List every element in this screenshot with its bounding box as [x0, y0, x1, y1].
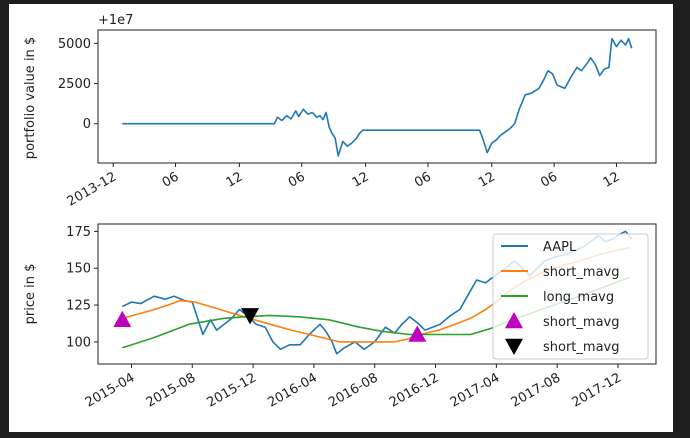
xtick-label: 12 [601, 169, 623, 190]
legend-swatch-marker [505, 312, 523, 329]
ytick-label: 150 [66, 262, 91, 277]
legend-swatch-marker [505, 338, 523, 355]
xtick-label: 06 [412, 169, 434, 190]
sell-marker [241, 308, 260, 325]
figure-background [9, 4, 673, 432]
legend-label: short_mavg [543, 315, 619, 330]
legend-frame [492, 233, 649, 360]
xtick-label: 12 [476, 169, 498, 190]
legend-label: long_mavg [543, 290, 614, 305]
xtick-label: 06 [286, 169, 308, 190]
price-ylabel: price in $ [23, 264, 38, 325]
legend: AAPL short_mavg long_mavg short_mavg short_m… [492, 233, 649, 360]
xtick-label: 06 [538, 169, 560, 190]
legend-label: AAPL [543, 240, 577, 255]
ytick-label: 100 [66, 335, 91, 350]
xtick-label: 06 [160, 169, 182, 190]
ytick-label: 2500 [58, 77, 91, 92]
series-line-portfolio [122, 37, 633, 157]
portfolio-ylabel: portfolio value in $ [23, 37, 38, 159]
buy-marker [408, 325, 427, 342]
ytick-label: 5000 [58, 37, 91, 52]
axes-frame [97, 223, 657, 365]
xtick-label: 12 [350, 169, 372, 190]
offset-label: +1e7 [98, 13, 133, 28]
legend-label: short_mavg [543, 340, 619, 355]
ytick-label: 175 [66, 225, 91, 240]
xtick-label: 12 [224, 169, 246, 190]
legend-label: short_mavg [543, 265, 619, 280]
ytick-label: 125 [66, 299, 91, 314]
axes-frame [97, 29, 657, 164]
plot-area [122, 37, 633, 157]
buy-marker [113, 310, 132, 327]
ytick-label: 0 [83, 117, 91, 132]
